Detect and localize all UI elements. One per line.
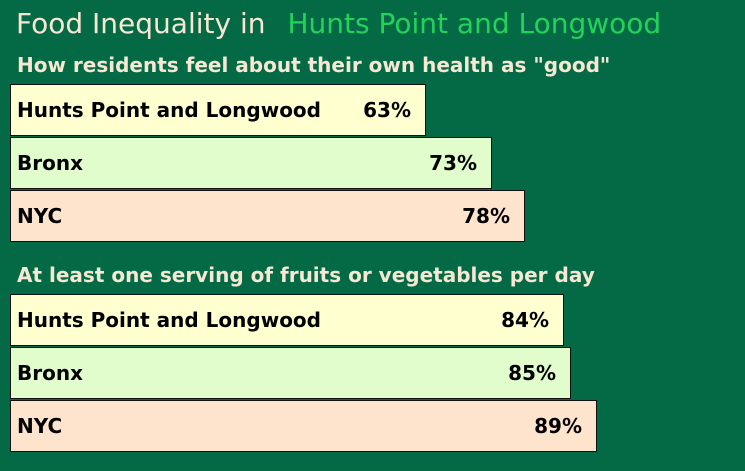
title-main: Food Inequality in: [16, 7, 266, 40]
chart-2-bar: Bronx 85%: [10, 347, 571, 399]
bar-value-label: 85%: [508, 361, 556, 385]
title-location: Hunts Point and Longwood: [287, 7, 662, 40]
chart-2-title: At least one serving of fruits or vegeta…: [17, 263, 595, 287]
bar-category-label: NYC: [17, 414, 63, 438]
bar-value-label: 84%: [501, 308, 549, 332]
chart-1-bar: Bronx 73%: [10, 137, 492, 189]
chart-1-title: How residents feel about their own healt…: [17, 53, 611, 77]
bar-category-label: NYC: [17, 204, 63, 228]
bar-category-label: Hunts Point and Longwood: [17, 98, 321, 122]
bar-category-label: Hunts Point and Longwood: [17, 308, 321, 332]
bar-value-label: 73%: [429, 151, 477, 175]
bar-category-label: Bronx: [17, 361, 83, 385]
bar-category-label: Bronx: [17, 151, 83, 175]
chart-1-bar: Hunts Point and Longwood 63%: [10, 84, 426, 136]
bar-value-label: 78%: [462, 204, 510, 228]
chart-2-bar: NYC 89%: [10, 400, 597, 452]
bar-value-label: 63%: [363, 98, 411, 122]
bar-value-label: 89%: [534, 414, 582, 438]
chart-2-bar: Hunts Point and Longwood 84%: [10, 294, 564, 346]
page-title: Food Inequality in Hunts Point and Longwo…: [16, 4, 661, 44]
chart-1-bar: NYC 78%: [10, 190, 525, 242]
